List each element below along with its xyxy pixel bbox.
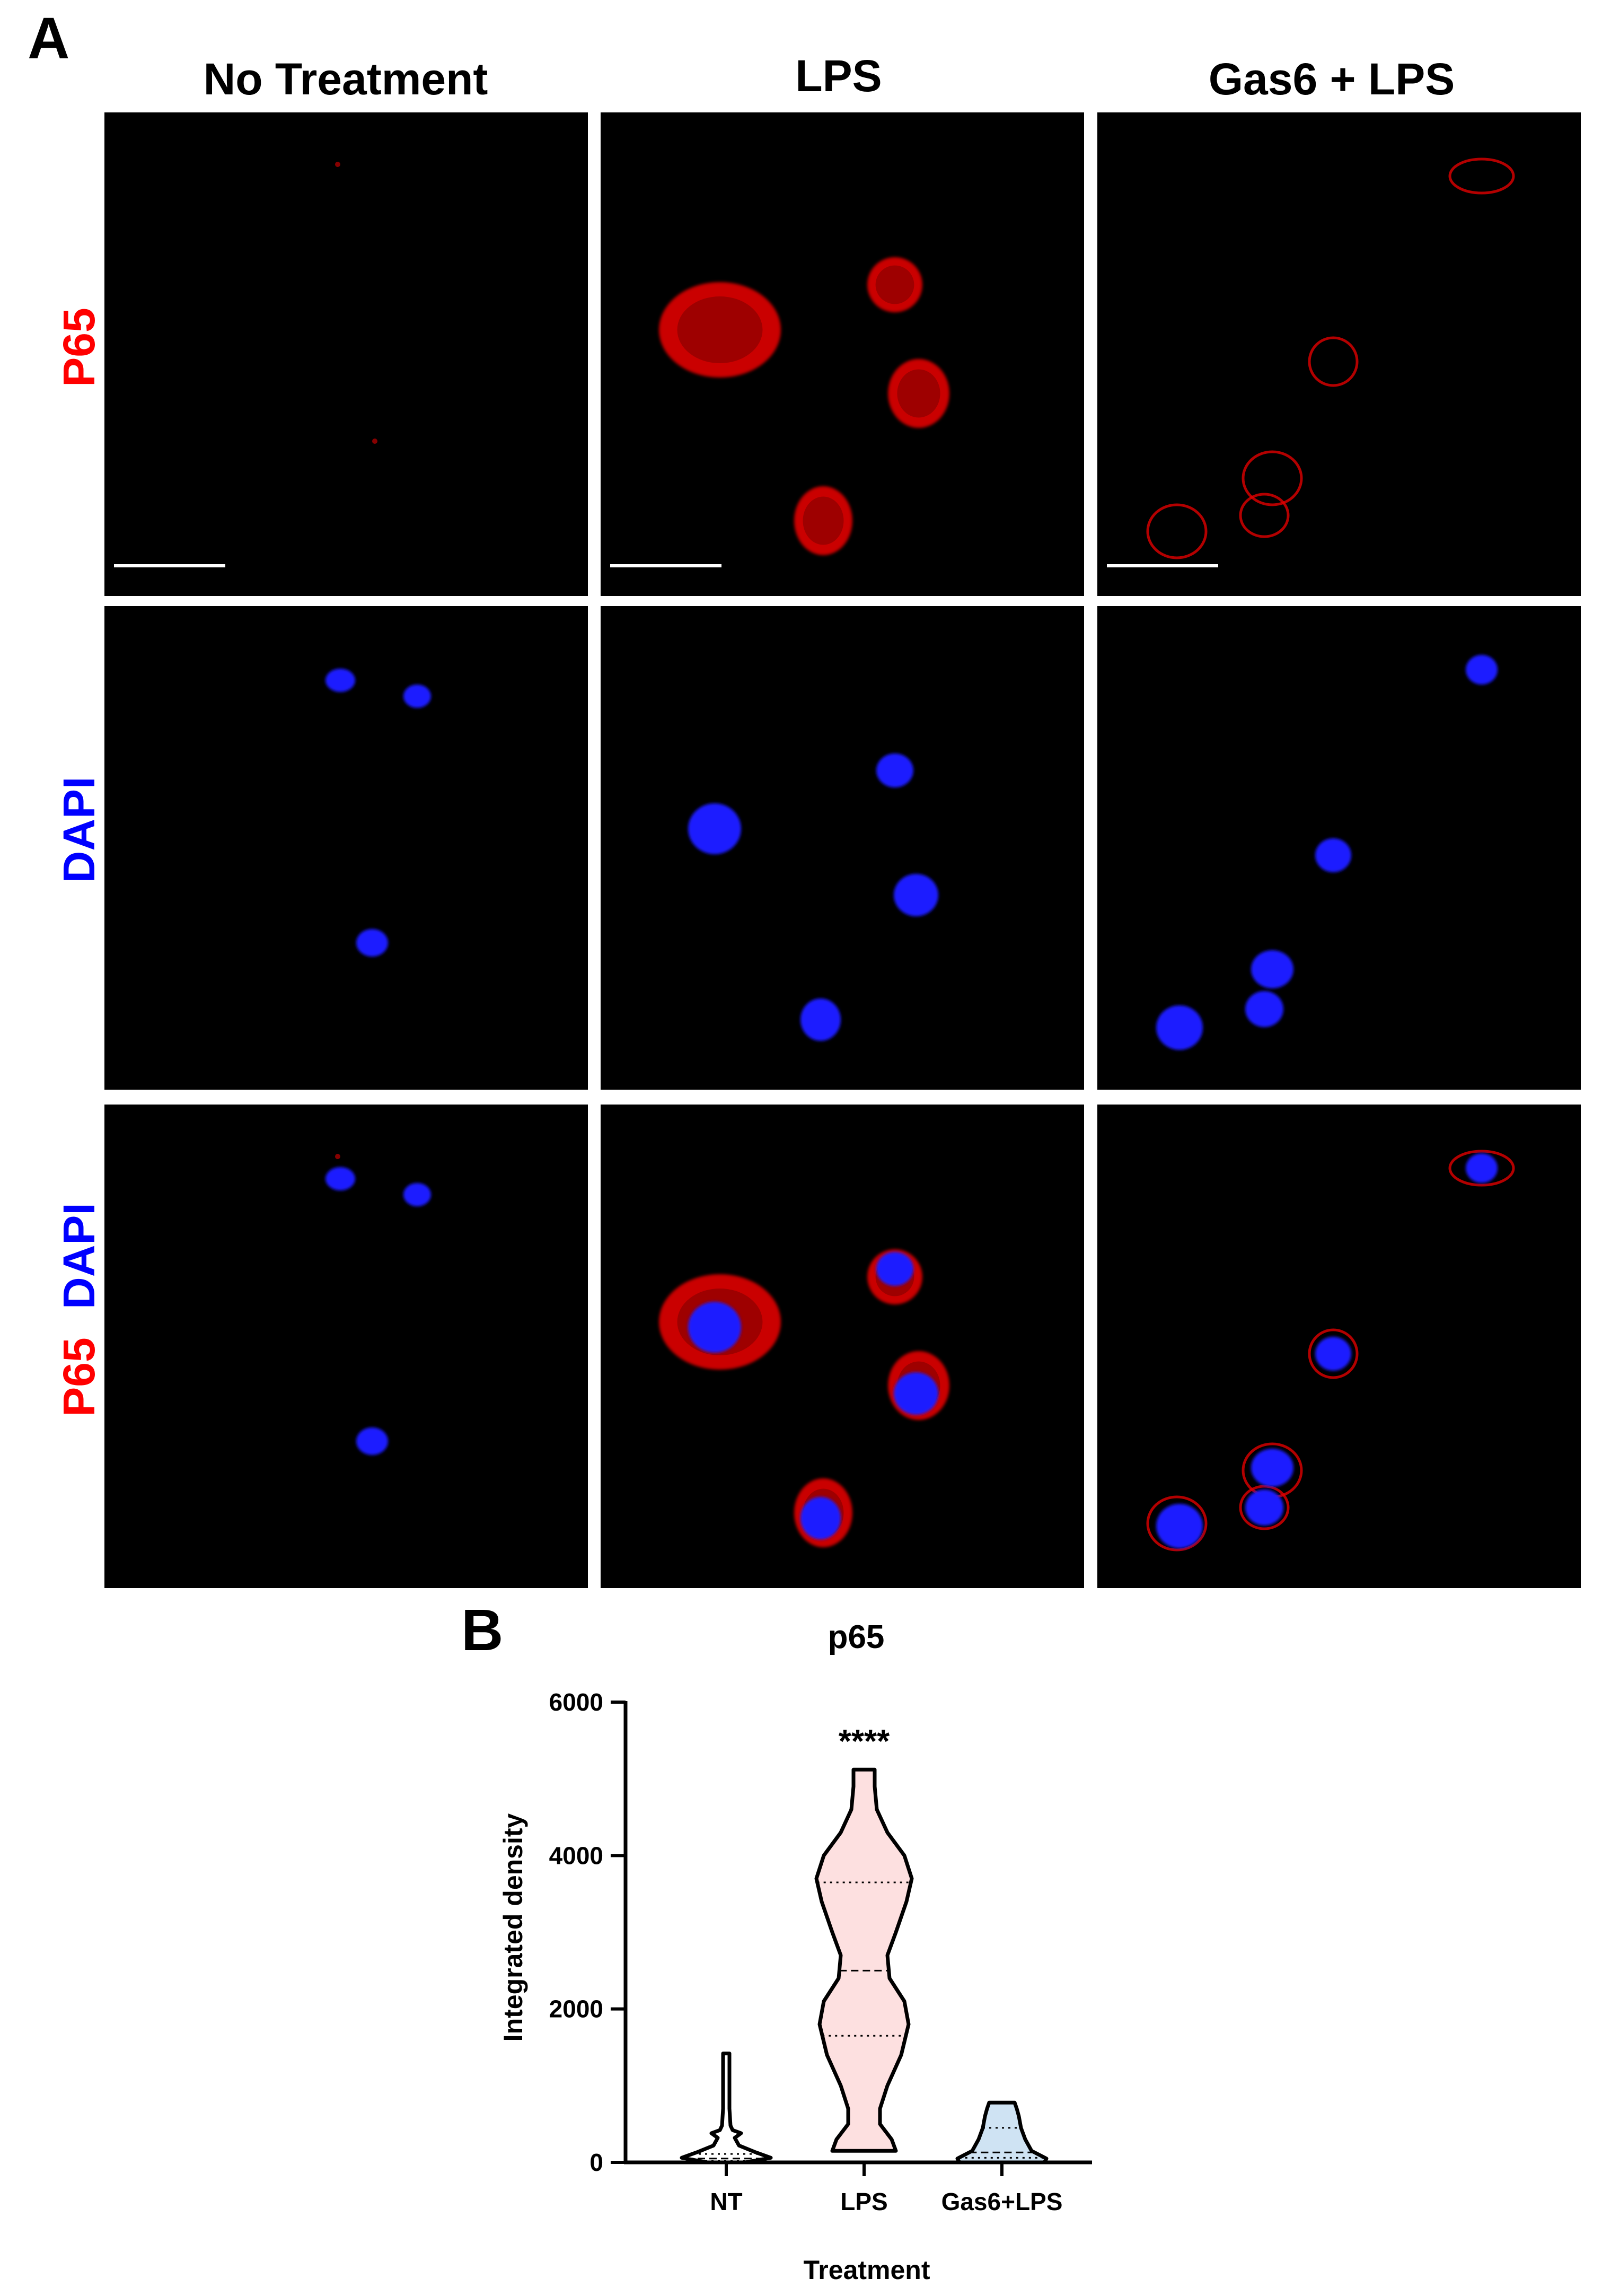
- y-tick-label: 4000: [549, 1842, 603, 1869]
- dapi-nucleus: [1251, 950, 1293, 988]
- violin-nt: [680, 2052, 773, 2164]
- p65-cell-outline: [1146, 1495, 1208, 1552]
- dapi-nucleus: [876, 1252, 913, 1286]
- dapi-nucleus: [325, 1167, 355, 1190]
- dapi-nucleus: [325, 669, 355, 692]
- y-axis-ticks: 0 2000 4000 6000: [549, 1688, 626, 2176]
- x-tick-label: Gas6+LPS: [941, 2188, 1063, 2215]
- chart-title: p65: [828, 1619, 885, 1655]
- x-tick-label: NT: [710, 2188, 742, 2215]
- column-title-lps: LPS: [795, 51, 882, 101]
- violin-gas6-lps: [955, 2100, 1049, 2164]
- row-label-dapi-text: DAPI: [54, 777, 104, 883]
- micrograph-grid: [104, 112, 1581, 1588]
- p65-cell-outline: [1448, 1150, 1515, 1187]
- dapi-nucleus: [688, 1302, 741, 1353]
- dapi-nucleus: [1245, 1489, 1283, 1526]
- dapi-nucleus: [1466, 655, 1498, 685]
- y-tick-label: 0: [589, 2149, 603, 2176]
- p65-cell-outline: [1239, 1485, 1290, 1530]
- p65-faint-signal: [372, 439, 377, 444]
- y-tick-label: 2000: [549, 1995, 603, 2023]
- micrograph-p65-lps: [601, 112, 1084, 596]
- micrograph-merge-gas6-lps: [1097, 1105, 1581, 1588]
- row-label-merge: P65 DAPI: [54, 1203, 104, 1417]
- column-title-no-treatment: No Treatment: [204, 54, 488, 104]
- dapi-nucleus: [356, 929, 388, 957]
- panel-a-letter: A: [28, 6, 69, 71]
- violin-body: [680, 2052, 773, 2164]
- dapi-nucleus: [1245, 991, 1283, 1027]
- micrograph-dapi-no-treatment: [104, 606, 588, 1090]
- micrograph-p65-gas6-lps: [1097, 112, 1581, 596]
- violin-body: [955, 2100, 1049, 2164]
- micrograph-merge-no-treatment: [104, 1105, 588, 1588]
- p65-cell-outline: [1242, 450, 1303, 506]
- p65-cell-outline: [1239, 493, 1290, 538]
- column-title-gas6-lps: Gas6 + LPS: [1209, 54, 1455, 104]
- x-axis-ticks: NT LPS Gas6+LPS: [710, 2162, 1062, 2215]
- row-label-dapi: DAPI: [54, 777, 104, 883]
- dapi-nucleus: [894, 874, 938, 916]
- dapi-nucleus: [1156, 1005, 1203, 1050]
- dapi-nucleus: [800, 1497, 841, 1539]
- micrograph-p65-no-treatment: [104, 112, 588, 596]
- dapi-nucleus: [403, 685, 431, 708]
- dapi-nucleus: [800, 998, 841, 1041]
- dapi-nucleus: [894, 1372, 938, 1415]
- y-tick-label: 6000: [549, 1688, 603, 1716]
- y-axis-label: Integrated density: [498, 1813, 528, 2041]
- x-tick-label: LPS: [840, 2188, 887, 2215]
- p65-cell-texture: [875, 265, 914, 304]
- dapi-nucleus: [1466, 1153, 1498, 1183]
- dapi-nucleus: [688, 803, 741, 854]
- p65-cell-outline: [1146, 503, 1208, 559]
- row-label-merge-p65: P65: [54, 1337, 104, 1416]
- violin-body: [814, 1767, 914, 2153]
- row-label-p65: P65: [54, 308, 104, 387]
- x-axis-label: Treatment: [804, 2255, 930, 2285]
- panel-b-letter: B: [461, 1598, 503, 1663]
- dapi-nucleus: [1315, 1337, 1351, 1371]
- micrograph-merge-lps: [601, 1105, 1084, 1588]
- violin-lps: [814, 1767, 914, 2153]
- p65-faint-signal: [335, 1154, 340, 1159]
- row-label-p65-text: P65: [54, 308, 104, 387]
- violin-plots: [680, 1767, 1049, 2164]
- p65-cell-outline: [1448, 157, 1515, 195]
- micrograph-dapi-gas6-lps: [1097, 606, 1581, 1090]
- p65-cell-outline: [1308, 1328, 1359, 1379]
- dapi-nucleus: [876, 753, 913, 787]
- p65-faint-signal: [335, 162, 340, 167]
- dapi-nucleus: [356, 1427, 388, 1455]
- dapi-nucleus: [1156, 1504, 1203, 1548]
- p65-cell-outline: [1308, 336, 1359, 387]
- p65-cell-texture: [803, 496, 844, 545]
- row-label-merge-dapi: DAPI: [54, 1203, 104, 1309]
- p65-cell-texture: [677, 296, 763, 363]
- lps-significance: ****: [839, 1723, 890, 1760]
- dapi-nucleus: [403, 1183, 431, 1206]
- micrograph-dapi-lps: [601, 606, 1084, 1090]
- dapi-nucleus: [1251, 1449, 1293, 1487]
- violin-chart: 0 2000 4000 6000 NT LPS Gas6+LPS Integrated d…: [498, 1688, 1092, 2285]
- p65-cell-texture: [897, 369, 940, 418]
- dapi-nucleus: [1315, 838, 1351, 872]
